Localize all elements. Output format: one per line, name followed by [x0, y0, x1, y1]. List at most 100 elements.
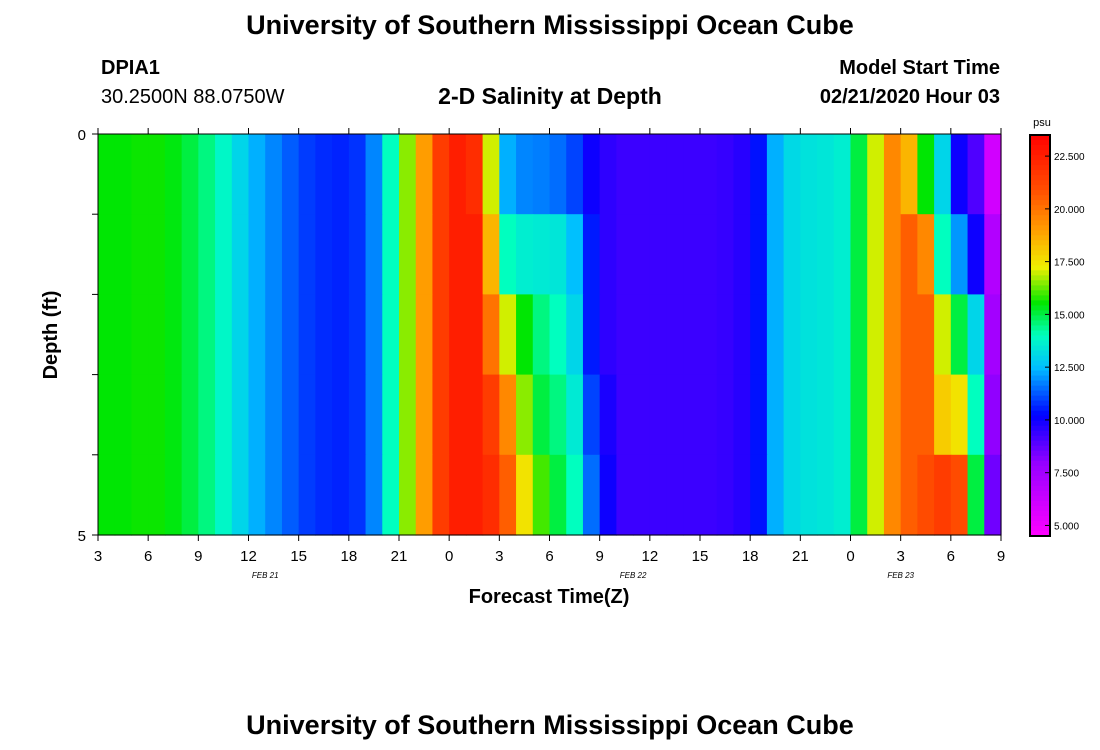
colorbar-segment — [1030, 460, 1050, 467]
heatmap-cell — [298, 294, 316, 376]
heatmap-cell — [599, 454, 617, 536]
colorbar-segment — [1030, 295, 1050, 302]
heatmap-cell — [382, 214, 400, 295]
heatmap-cell — [917, 134, 935, 215]
heatmap-cell — [666, 294, 684, 376]
heatmap-cell — [967, 294, 985, 376]
heatmap-cell — [867, 374, 885, 456]
heatmap-cell — [465, 134, 484, 215]
heatmap-cell — [516, 214, 534, 295]
heatmap-cell — [800, 214, 818, 295]
heatmap-cell — [850, 214, 868, 295]
date-label: FEB 22 — [620, 571, 647, 580]
model-start-value: 02/21/2020 Hour 03 — [819, 86, 1000, 108]
colorbar-tick-label: 20.000 — [1054, 205, 1085, 216]
heatmap-cell — [900, 374, 918, 456]
heatmap-cell — [332, 454, 350, 536]
x-tick-label: 3 — [896, 548, 904, 565]
heatmap-cell — [549, 134, 567, 215]
heatmap-cell — [566, 374, 584, 456]
colorbar-segment — [1030, 230, 1050, 236]
heatmap-cell — [148, 454, 166, 536]
heatmap-cell — [984, 294, 1002, 376]
heatmap-cell — [833, 294, 852, 376]
heatmap-cell — [984, 454, 1002, 536]
heatmap-cell — [566, 294, 584, 376]
colorbar-segment — [1030, 140, 1050, 146]
heatmap-cell — [281, 294, 300, 376]
heatmap-cell — [281, 374, 300, 456]
colorbar-segment — [1030, 515, 1050, 522]
heatmap-cell — [265, 374, 283, 456]
colorbar-segment — [1030, 220, 1050, 226]
heatmap-cell — [549, 454, 567, 536]
x-tick-label: 21 — [391, 548, 408, 565]
heatmap-cell — [298, 374, 316, 456]
heatmap-cell — [248, 134, 266, 215]
heatmap-cell — [850, 134, 868, 215]
heatmap-cell — [599, 214, 617, 295]
heatmap-cell — [365, 374, 383, 456]
heatmap-cell — [566, 214, 584, 295]
heatmap-cell — [549, 294, 567, 376]
colorbar-tick-label: 10.000 — [1054, 416, 1085, 427]
heatmap-cell — [817, 134, 835, 215]
heatmap-cell — [265, 294, 283, 376]
heatmap-cell — [683, 374, 701, 456]
heatmap-cell — [833, 454, 852, 536]
heatmap-cell — [867, 294, 885, 376]
heatmap-cell — [365, 294, 383, 376]
heatmap-cell — [733, 294, 751, 376]
colorbar-segment — [1030, 160, 1050, 166]
heatmap-cell — [231, 454, 250, 536]
heatmap-cell — [399, 454, 417, 536]
heatmap-cell — [984, 214, 1002, 295]
heatmap-cell — [716, 134, 735, 215]
x-tick-label: 21 — [792, 548, 809, 565]
colorbar-tick-label: 22.500 — [1054, 152, 1085, 163]
heatmap-cell — [198, 134, 216, 215]
heatmap-cell — [666, 134, 684, 215]
heatmap-cell — [700, 454, 718, 536]
heatmap-cell — [348, 294, 367, 376]
colorbar-segment — [1030, 485, 1050, 492]
heatmap-cell — [114, 134, 133, 215]
heatmap-cell — [382, 294, 400, 376]
colorbar-segment — [1030, 455, 1050, 462]
heatmap-cell — [215, 214, 233, 295]
heatmap-cell — [566, 454, 584, 536]
heatmap-cell — [616, 374, 634, 456]
heatmap-cell — [967, 214, 985, 295]
bottom-title: University of Southern Mississippi Ocean… — [246, 710, 854, 740]
colorbar-segment — [1030, 150, 1050, 156]
heatmap-cell — [666, 454, 684, 536]
heatmap-cell — [883, 454, 902, 536]
heatmap-cell — [315, 374, 333, 456]
heatmap-cell — [850, 454, 868, 536]
x-tick-label: 18 — [340, 548, 357, 565]
heatmap-cell — [98, 454, 116, 536]
heatmap-cell — [666, 374, 684, 456]
heatmap-cell — [582, 294, 601, 376]
heatmap-cell — [883, 294, 902, 376]
heatmap-cell — [415, 214, 434, 295]
colorbar-segment — [1030, 225, 1050, 231]
colorbar-segment — [1030, 275, 1050, 281]
heatmap-cell — [98, 374, 116, 456]
top-title: University of Southern Mississippi Ocean… — [246, 10, 854, 40]
heatmap-cell — [114, 374, 133, 456]
heatmap-cell — [148, 374, 166, 456]
heatmap-cell — [131, 374, 149, 456]
heatmap-cell — [164, 374, 183, 456]
heatmap-cell — [499, 214, 517, 295]
colorbar-segment — [1030, 420, 1050, 427]
colorbar-segment — [1030, 165, 1050, 171]
heatmap-cell — [215, 294, 233, 376]
heatmap-cell — [950, 294, 969, 376]
heatmap-cell — [750, 214, 768, 295]
colorbar-segment — [1030, 250, 1050, 256]
colorbar-segment — [1030, 435, 1050, 442]
station-id: DPIA1 — [101, 57, 160, 79]
heatmap-cell — [867, 134, 885, 215]
